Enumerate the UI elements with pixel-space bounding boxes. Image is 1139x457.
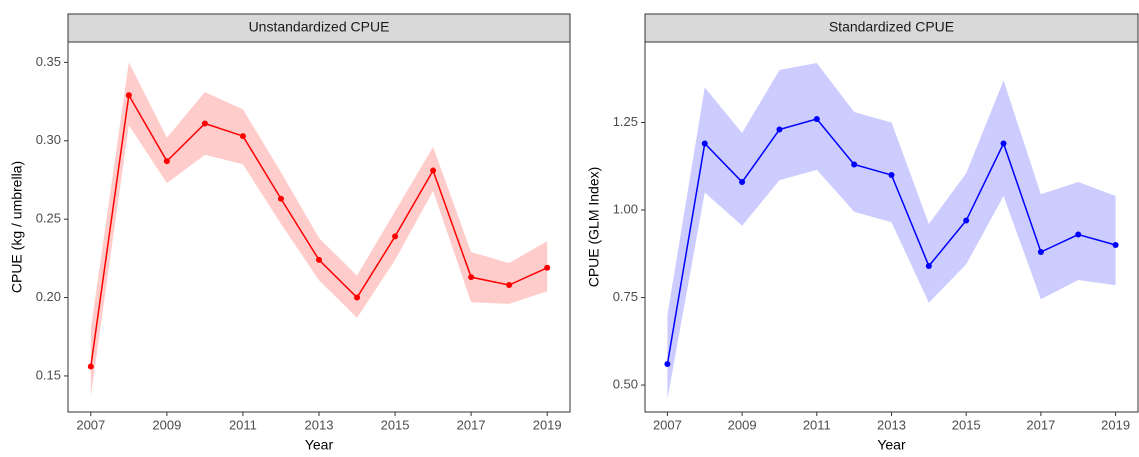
x-tick-label: 2007 [76,417,105,432]
data-point [851,161,858,168]
y-axis-title: CPUE (kg / umbrella) [9,161,25,293]
x-tick-label: 2013 [305,417,334,432]
data-point [163,158,170,165]
data-point [739,179,746,186]
y-tick-label: 0.50 [613,376,638,391]
x-axis-title: Year [305,437,334,453]
data-point [701,140,708,147]
data-point [664,361,671,368]
x-tick-label: 2019 [1101,417,1130,432]
data-point [1112,242,1119,249]
data-point [888,172,895,179]
x-tick-label: 2015 [952,417,981,432]
confidence-band [667,63,1116,400]
y-tick-label: 1.25 [613,114,638,129]
data-point [239,133,246,140]
data-point [925,263,932,270]
data-point [1000,140,1007,147]
panel-title: Standardized CPUE [829,19,954,35]
x-tick-label: 2009 [152,417,181,432]
x-tick-label: 2019 [533,417,562,432]
y-tick-label: 0.30 [36,132,61,147]
data-point [1075,231,1082,238]
x-axis-title: Year [877,437,906,453]
panel-title: Unstandardized CPUE [249,19,390,35]
x-tick-label: 2017 [1026,417,1055,432]
x-tick-label: 2017 [457,417,486,432]
data-point [277,195,284,202]
confidence-band [90,62,548,397]
x-tick-label: 2015 [381,417,410,432]
data-point [813,116,820,123]
x-tick-label: 2011 [803,417,831,432]
panel-border [67,41,571,413]
y-tick-label: 0.75 [613,289,638,304]
data-point [201,120,208,127]
panel-strip [67,13,571,43]
data-point [1037,249,1044,256]
x-tick-label: 2011 [229,417,257,432]
x-tick-label: 2009 [728,417,757,432]
y-tick-label: 0.25 [36,211,61,226]
x-tick-label: 2013 [877,417,906,432]
y-tick-label: 0.20 [36,289,61,304]
data-point [963,217,970,224]
data-point [506,282,513,289]
data-point [544,264,551,271]
data-point [430,167,437,174]
data-point [354,294,361,301]
y-axis-title: CPUE (GLM Index) [586,167,602,288]
data-point [87,363,94,370]
data-point [316,256,322,263]
y-tick-label: 1.00 [613,201,638,216]
data-point [125,92,132,99]
data-point [776,126,783,133]
y-tick-label: 0.35 [36,54,61,69]
y-tick-label: 0.15 [36,367,61,382]
data-point [468,274,475,281]
panel-border [644,41,1139,413]
data-point [392,233,399,240]
x-tick-label: 2007 [653,417,682,432]
